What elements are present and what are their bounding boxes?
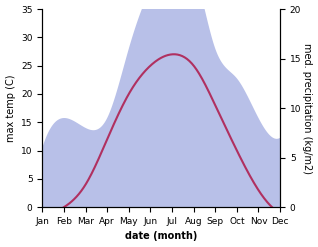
Y-axis label: med. precipitation (kg/m2): med. precipitation (kg/m2) [302, 43, 313, 174]
X-axis label: date (month): date (month) [125, 231, 197, 242]
Y-axis label: max temp (C): max temp (C) [5, 74, 16, 142]
